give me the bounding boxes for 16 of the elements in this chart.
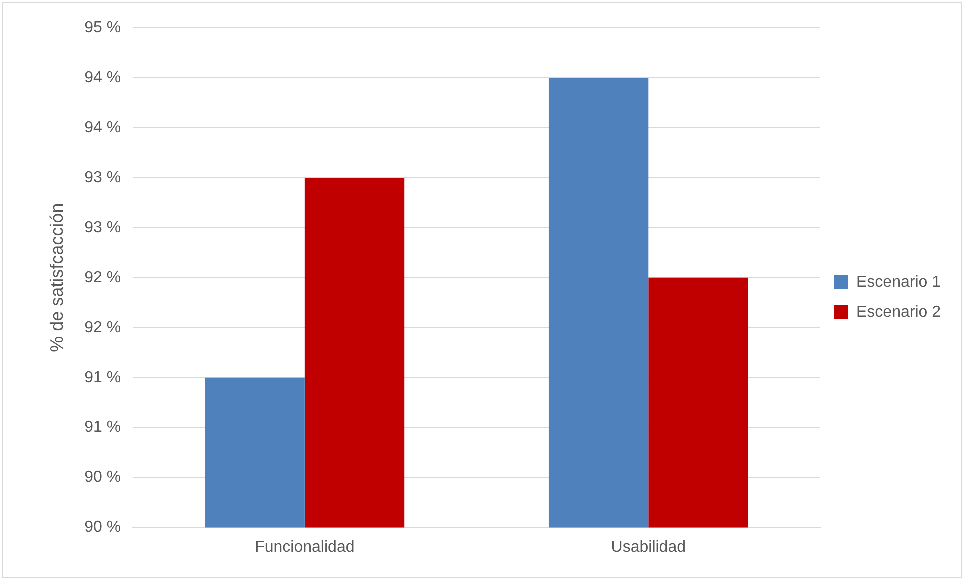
y-tick-label: 91 % [84, 369, 122, 386]
y-tick-label: 94 % [84, 69, 122, 86]
legend-label: Escenario 1 [856, 274, 942, 291]
y-tick-label: 93 % [84, 219, 122, 236]
legend-label: Escenario 2 [856, 304, 942, 321]
y-axis-title: % de satisfcacción [46, 203, 67, 352]
y-tick-label: 93 % [84, 169, 122, 186]
y-tick-label: 91 % [84, 419, 122, 436]
y-tick-label: 92 % [84, 319, 122, 336]
x-tick-label: Usabilidad [611, 538, 686, 556]
x-tick-label: Funcionalidad [255, 538, 355, 556]
y-tick-label: 90 % [84, 519, 122, 536]
y-tick-label: 92 % [84, 269, 122, 286]
y-tick-label: 95 % [84, 19, 122, 36]
y-tick-label: 90 % [84, 469, 122, 486]
y-tick-label: 94 % [84, 119, 122, 136]
